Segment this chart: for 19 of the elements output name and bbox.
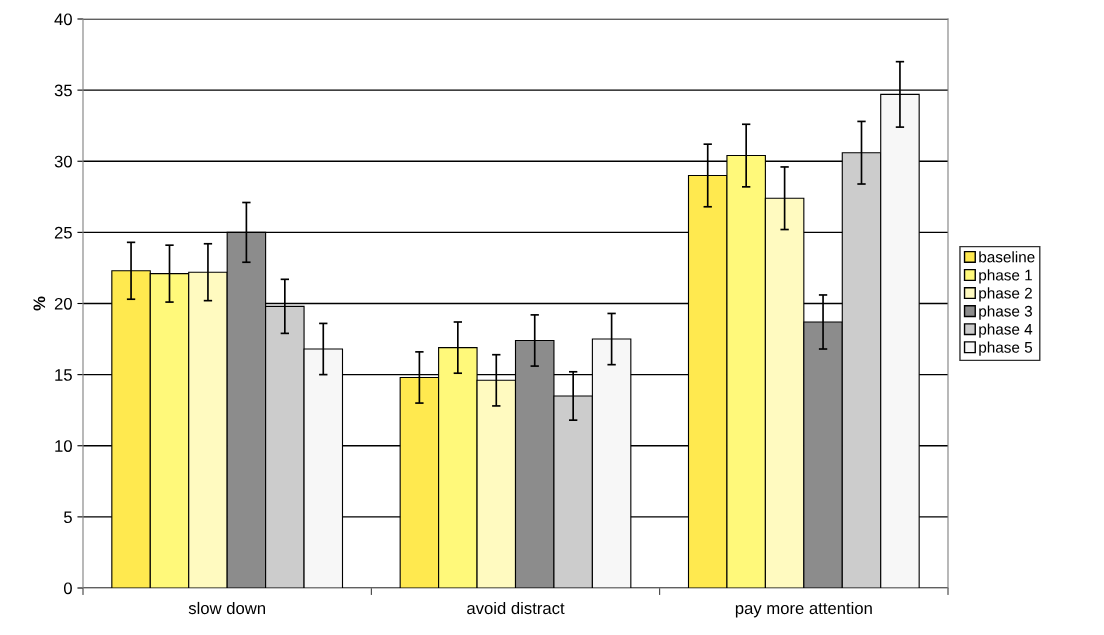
y-tick-label: 40 [54,13,72,26]
y-tick-label: 30 [54,155,72,168]
legend-label: phase 5 [979,341,1033,356]
y-tick-label: 15 [55,369,72,381]
legend-label: baseline [979,251,1035,263]
y-axis-title: % [33,296,46,311]
legend-label: phase 3 [979,305,1032,320]
y-tick-label: 5 [63,511,72,524]
legend-label: phase 2 [979,287,1032,302]
x-tick-label: pay more attention [735,601,872,618]
legend-label: phase 1 [979,269,1032,284]
x-tick-label: slow down [188,601,265,615]
x-tick-label: avoid distract [467,601,565,615]
legend-label: phase 4 [979,323,1033,338]
y-tick-label: 20 [54,297,72,310]
y-tick-label: 0 [63,582,72,595]
y-tick-label: 10 [55,440,72,452]
y-tick-label: 25 [54,226,72,239]
y-tick-label: 35 [54,84,72,97]
